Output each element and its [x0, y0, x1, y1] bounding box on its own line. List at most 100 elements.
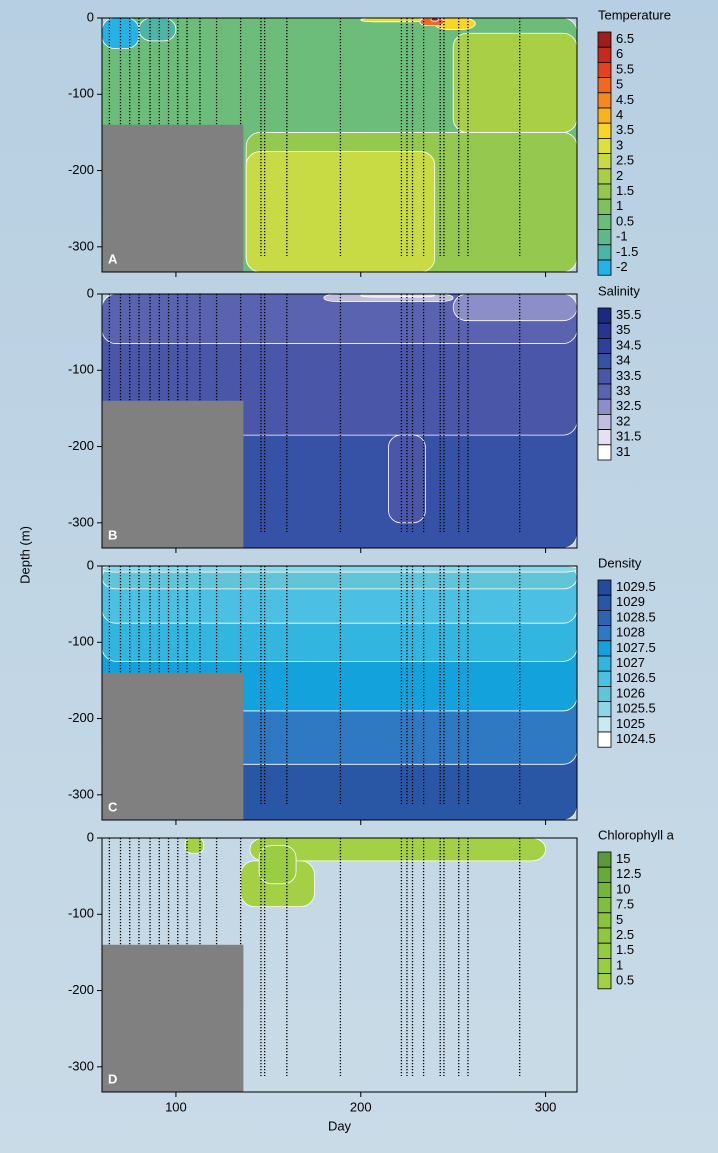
legend-swatch: [597, 686, 612, 703]
legend-label: 1025.5: [616, 701, 656, 716]
legend-label: 4.5: [616, 92, 634, 107]
legend-swatch: [597, 168, 612, 185]
legend-label: 0.5: [616, 213, 634, 228]
legend-label: 1028.5: [616, 609, 656, 624]
legend-label: 1: [616, 198, 623, 213]
legend-title: Density: [598, 555, 642, 570]
legend-label: 1029.5: [616, 579, 656, 594]
legend-label: 5.5: [616, 61, 634, 76]
legend-title: Salinity: [598, 283, 640, 298]
legend-swatch: [597, 62, 612, 79]
legend-label: -2: [616, 259, 628, 274]
contour-region: [360, 294, 436, 298]
legend-label: 5: [616, 77, 623, 92]
legend-swatch: [597, 259, 612, 276]
legend-label: 34: [616, 353, 630, 368]
legend-label: 35: [616, 322, 630, 337]
legend-label: 1026: [616, 685, 645, 700]
legend-swatch: [597, 229, 612, 246]
legend-swatch: [597, 383, 612, 400]
legend-swatch: [597, 322, 612, 339]
legend-swatch: [597, 927, 612, 944]
contour-region: [452, 32, 577, 133]
legend-swatch: [597, 655, 612, 672]
y-tick-label: -100: [68, 86, 94, 101]
panel-label: B: [108, 527, 117, 542]
legend-label: 1027: [616, 655, 645, 670]
plot-area: [102, 566, 577, 820]
contour-region: [184, 838, 205, 854]
legend-swatch: [597, 958, 612, 975]
contour-region: [245, 151, 436, 272]
legend-label: -1.5: [616, 244, 638, 259]
legend-swatch: [597, 942, 612, 959]
y-tick-label: -100: [68, 634, 94, 649]
legend-swatch: [597, 851, 612, 868]
legend-swatch: [597, 137, 612, 154]
y-tick-label: 0: [87, 9, 94, 24]
plot-frame: [101, 565, 578, 821]
legend-label: 1027.5: [616, 640, 656, 655]
plot-area: [102, 18, 577, 272]
y-tick-label: 0: [87, 557, 94, 572]
y-tick-label: -300: [68, 514, 94, 529]
legend-swatch: [597, 77, 612, 94]
legend-swatch: [597, 731, 612, 748]
legend-swatch: [597, 183, 612, 200]
contour-region: [360, 18, 426, 23]
legend-label: 1.5: [616, 942, 634, 957]
legend-label: 10: [616, 881, 630, 896]
y-tick-label: -300: [68, 1058, 94, 1073]
legend-swatch: [597, 882, 612, 899]
legend-label: 31.5: [616, 429, 641, 444]
legend-label: 34.5: [616, 337, 641, 352]
legend-swatch: [597, 46, 612, 63]
legend-label: 1: [616, 957, 623, 972]
legend-swatch: [597, 610, 612, 627]
legend-swatch: [597, 625, 612, 642]
legend-label: 35.5: [616, 307, 641, 322]
legend-swatch: [597, 213, 612, 230]
legend-swatch: [597, 973, 612, 990]
plot-area: [102, 294, 577, 548]
legend-swatch: [597, 579, 612, 596]
legend-label: 1024.5: [616, 731, 656, 746]
legend-label: 5: [616, 912, 623, 927]
plot-area: [102, 838, 546, 1092]
x-axis-label: Day: [328, 1118, 352, 1133]
masked-region: [102, 400, 244, 548]
masked-region: [102, 124, 244, 272]
legend-swatch: [597, 640, 612, 657]
legend-swatch: [597, 153, 612, 170]
legend-label: 0.5: [616, 973, 634, 988]
legend-swatch: [597, 122, 612, 139]
legend-label: 7.5: [616, 897, 634, 912]
panel-label: D: [108, 1071, 117, 1086]
panel-label: A: [108, 251, 118, 266]
legend-swatch: [597, 413, 612, 430]
panel-label: C: [108, 799, 118, 814]
legend-swatch: [597, 337, 612, 354]
legend-label: 6.5: [616, 31, 634, 46]
legend-swatch: [597, 398, 612, 415]
legend-label: 32: [616, 413, 630, 428]
legend-swatch: [597, 92, 612, 109]
legend-swatch: [597, 368, 612, 385]
legend-swatch: [597, 670, 612, 687]
contour-region: [452, 294, 577, 322]
legend-label: 12.5: [616, 866, 641, 881]
y-tick-label: -200: [68, 162, 94, 177]
legend-swatch: [597, 31, 612, 48]
plot-frame: [101, 293, 578, 549]
contour-region: [102, 566, 577, 573]
legend-swatch: [597, 107, 612, 124]
legend-swatch: [597, 198, 612, 215]
legend-swatch: [597, 307, 612, 324]
y-tick-label: -200: [68, 982, 94, 997]
legend-swatch: [597, 897, 612, 914]
legend-swatch: [597, 866, 612, 883]
legend-title: Chlorophyll a: [598, 827, 675, 842]
contour-region: [249, 838, 546, 862]
y-tick-label: -100: [68, 906, 94, 921]
